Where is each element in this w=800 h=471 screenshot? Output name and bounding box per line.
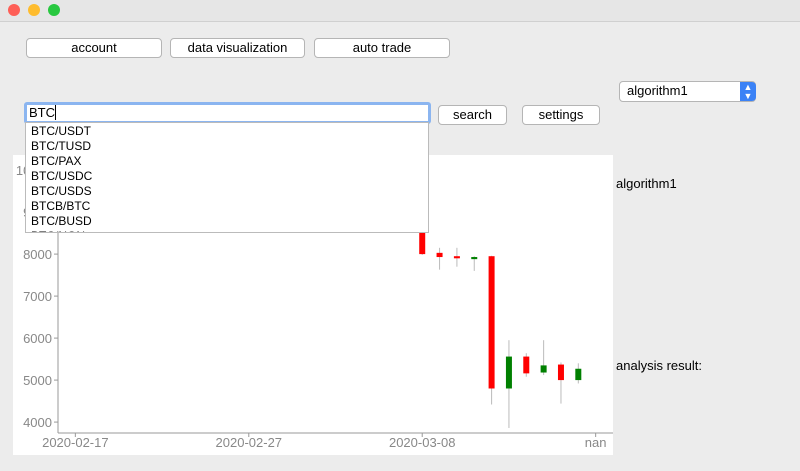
suggestion-item[interactable]: BTC/TUSD bbox=[31, 139, 91, 153]
algorithm-select[interactable]: algorithm1 bbox=[619, 81, 756, 102]
select-arrow: ▲ ▼ bbox=[740, 82, 756, 101]
candle-body bbox=[471, 257, 478, 260]
candle-body bbox=[523, 356, 530, 374]
zoom-button[interactable] bbox=[48, 4, 60, 16]
x-tick-label: 2020-02-27 bbox=[216, 435, 283, 450]
x-tick-label: 2020-03-08 bbox=[389, 435, 456, 450]
suggestion-list: BTC/USDT BTC/TUSD BTC/PAX BTC/USDC BTC/USDS B… bbox=[25, 122, 429, 233]
title-bar bbox=[0, 0, 800, 22]
search-button[interactable]: search bbox=[438, 105, 507, 125]
analysis-label: analysis result: bbox=[616, 358, 702, 373]
candle-body bbox=[436, 252, 443, 258]
x-tick-label: 2020-02-17 bbox=[42, 435, 109, 450]
candle-body bbox=[505, 356, 512, 389]
suggestion-item[interactable]: BTC/USDS bbox=[31, 184, 92, 198]
tab-button[interactable]: data visualization bbox=[170, 38, 305, 58]
y-tick-label: 6000 bbox=[23, 331, 52, 346]
suggestion-item[interactable]: BTC/USDT bbox=[31, 124, 91, 138]
candle-body bbox=[488, 256, 495, 389]
suggestion-item[interactable]: BTC/BUSD bbox=[31, 214, 92, 228]
tab-button[interactable]: auto trade bbox=[314, 38, 450, 58]
close-button[interactable] bbox=[8, 4, 20, 16]
search-text: BTC bbox=[29, 105, 55, 120]
x-tick-label: nan bbox=[585, 435, 607, 450]
candle-body bbox=[540, 365, 547, 373]
suggestion-item[interactable]: BTC/PAX bbox=[31, 154, 82, 168]
candle-body bbox=[557, 364, 564, 381]
suggestion-item[interactable]: BTC/USDC bbox=[31, 169, 93, 183]
algorithm-label: algorithm1 bbox=[616, 176, 677, 191]
candle-body bbox=[419, 216, 426, 255]
y-tick-label: 4000 bbox=[23, 415, 52, 430]
settings-button[interactable]: settings bbox=[522, 105, 600, 125]
search-input[interactable]: BTC bbox=[24, 102, 431, 124]
tab-button[interactable]: account bbox=[26, 38, 162, 58]
minimize-button[interactable] bbox=[28, 4, 40, 16]
caret bbox=[55, 105, 56, 120]
candle-body bbox=[453, 256, 460, 259]
y-tick-label: 8000 bbox=[23, 247, 52, 262]
suggestion-item[interactable]: BTC/NGN bbox=[26, 229, 428, 232]
y-tick-label: 7000 bbox=[23, 289, 52, 304]
y-tick-label: 5000 bbox=[23, 373, 52, 388]
candle-body bbox=[575, 368, 582, 381]
select-value: algorithm1 bbox=[627, 83, 688, 98]
suggestion-item[interactable]: BTCB/BTC bbox=[31, 199, 91, 213]
